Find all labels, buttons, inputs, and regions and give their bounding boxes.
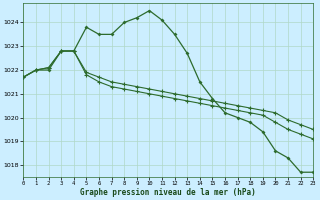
X-axis label: Graphe pression niveau de la mer (hPa): Graphe pression niveau de la mer (hPa) (80, 188, 256, 197)
